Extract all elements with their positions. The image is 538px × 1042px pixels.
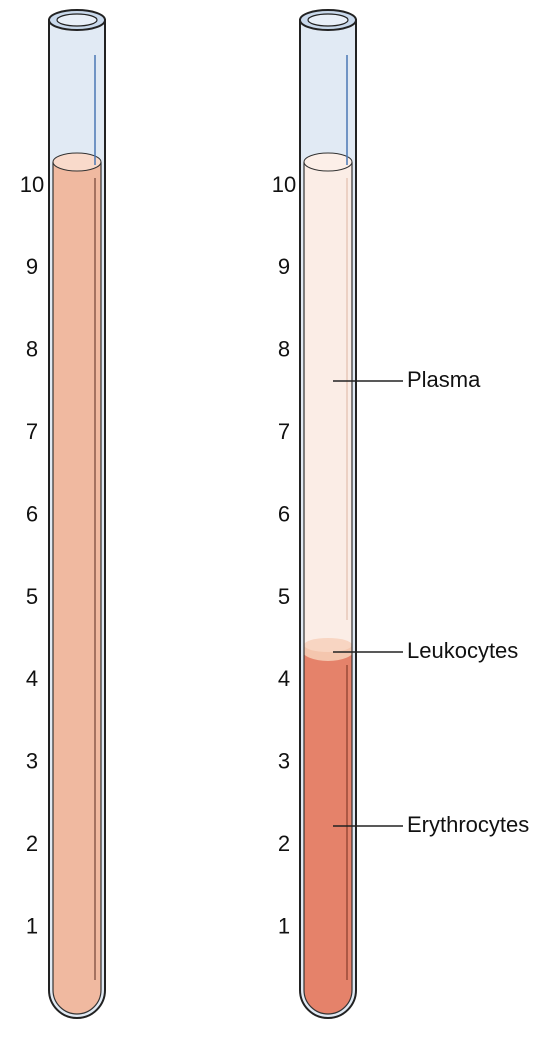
meniscus bbox=[52, 152, 102, 172]
left-tube bbox=[48, 9, 106, 1019]
tube-contents bbox=[53, 162, 101, 1014]
label-erythrocytes: Erythrocytes bbox=[407, 812, 529, 837]
scale-label: 5 bbox=[278, 584, 290, 609]
scale-label: 8 bbox=[278, 337, 290, 362]
scale-label: 3 bbox=[26, 749, 38, 774]
scale-label: 2 bbox=[278, 831, 290, 856]
scale-label: 6 bbox=[26, 501, 38, 526]
fluid-edge bbox=[52, 162, 102, 1015]
scale-label: 6 bbox=[278, 501, 290, 526]
whole-blood bbox=[53, 162, 101, 1014]
label-leukocytes: Leukocytes bbox=[407, 638, 518, 663]
tube-opening bbox=[307, 13, 349, 27]
scale-label: 7 bbox=[278, 419, 290, 444]
leukocyte-top bbox=[304, 638, 352, 652]
scale-label: 2 bbox=[26, 831, 38, 856]
scale-label: 4 bbox=[278, 666, 290, 691]
scale-label: 1 bbox=[278, 913, 290, 938]
scale-label: 4 bbox=[26, 666, 38, 691]
scale-label: 10 bbox=[272, 172, 296, 197]
label-plasma: Plasma bbox=[407, 367, 481, 392]
tube-opening bbox=[56, 13, 98, 27]
scale-label: 7 bbox=[26, 419, 38, 444]
scale-label: 8 bbox=[26, 337, 38, 362]
scale-label: 9 bbox=[26, 254, 38, 279]
tube-contents bbox=[304, 162, 352, 1014]
scale-label: 1 bbox=[26, 913, 38, 938]
scale-label: 3 bbox=[278, 749, 290, 774]
right-tube bbox=[299, 9, 357, 1019]
scale-label: 9 bbox=[278, 254, 290, 279]
scale-label: 10 bbox=[20, 172, 44, 197]
erythrocyte-layer bbox=[304, 650, 352, 1014]
meniscus bbox=[303, 152, 353, 172]
fluid-edge bbox=[303, 162, 353, 1015]
plasma-layer bbox=[304, 162, 352, 652]
scale-label: 5 bbox=[26, 584, 38, 609]
